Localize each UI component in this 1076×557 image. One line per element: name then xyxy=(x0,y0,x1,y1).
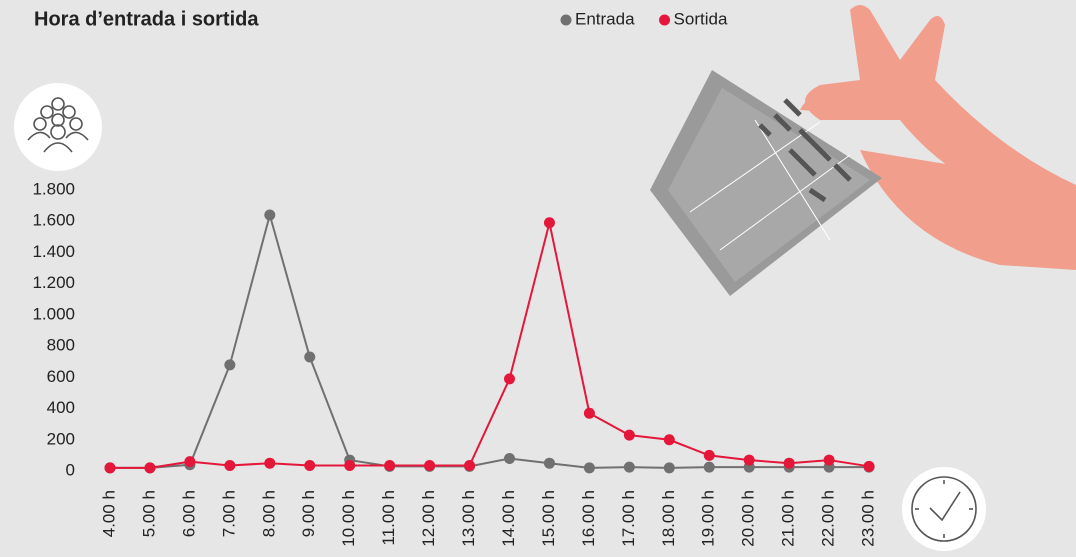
legend-marker xyxy=(659,14,671,26)
hand-illustration xyxy=(650,5,1076,296)
x-tick-label: 10.00 h xyxy=(339,490,358,547)
line-series xyxy=(110,211,870,469)
y-tick-label: 0 xyxy=(66,460,75,479)
x-tick-label: 18.00 h xyxy=(659,490,678,547)
data-point xyxy=(543,457,555,469)
data-point xyxy=(464,460,476,472)
x-tick-label: 6.00 h xyxy=(179,490,198,537)
x-tick-label: 16.00 h xyxy=(579,490,598,547)
y-tick-label: 1.800 xyxy=(32,179,75,198)
x-tick-label: 15.00 h xyxy=(539,490,558,547)
x-tick-label: 9.00 h xyxy=(299,490,318,537)
y-tick-label: 1.200 xyxy=(32,273,75,292)
data-point xyxy=(663,434,675,446)
data-point xyxy=(264,209,276,221)
x-tick-label: 17.00 h xyxy=(619,490,638,547)
data-point xyxy=(583,407,595,419)
data-point xyxy=(623,429,635,441)
data-point xyxy=(504,373,515,385)
y-tick-label: 1.400 xyxy=(32,242,75,261)
data-point xyxy=(304,460,316,472)
data-point xyxy=(623,461,635,473)
legend-label: Entrada xyxy=(575,9,635,28)
x-tick-label: 19.00 h xyxy=(699,490,718,547)
data-point xyxy=(863,460,875,472)
data-point xyxy=(264,457,276,469)
y-tick-label: 1.600 xyxy=(32,211,75,230)
data-point xyxy=(743,454,755,466)
x-tick-label: 14.00 h xyxy=(499,490,518,547)
chart-title: Hora d’entrada i sortida xyxy=(34,8,259,30)
data-point xyxy=(144,462,156,474)
y-tick-label: 200 xyxy=(47,429,75,448)
data-point xyxy=(703,461,715,473)
data-point xyxy=(104,462,116,474)
x-tick-label: 8.00 h xyxy=(259,490,278,537)
y-tick-label: 800 xyxy=(47,336,75,355)
line-series xyxy=(110,222,870,469)
x-tick-label: 7.00 h xyxy=(219,490,238,537)
data-point xyxy=(424,460,436,472)
x-tick-label: 12.00 h xyxy=(419,490,438,547)
y-tick-label: 600 xyxy=(47,367,75,386)
x-tick-label: 23.00 h xyxy=(859,490,878,547)
data-point xyxy=(663,462,675,474)
legend-marker xyxy=(560,14,572,26)
data-point xyxy=(783,457,795,469)
data-point xyxy=(184,456,196,468)
x-tick-label: 11.00 h xyxy=(379,490,398,545)
x-tick-label: 13.00 h xyxy=(459,490,478,547)
data-point xyxy=(384,460,396,472)
x-tick-label: 5.00 h xyxy=(139,490,158,537)
data-point xyxy=(344,460,356,472)
data-point xyxy=(304,351,316,363)
x-tick-label: 4.00 h xyxy=(99,490,118,537)
legend-label: Sortida xyxy=(674,9,728,28)
data-point xyxy=(543,217,555,229)
clock-icon xyxy=(902,467,986,551)
x-tick-label: 21.00 h xyxy=(779,490,798,547)
data-point xyxy=(224,359,236,371)
data-point xyxy=(504,453,515,465)
y-tick-label: 1.000 xyxy=(32,304,75,323)
data-point xyxy=(703,449,715,461)
people-icon xyxy=(14,83,102,171)
data-point xyxy=(583,462,595,474)
data-point xyxy=(224,460,236,472)
x-tick-label: 22.00 h xyxy=(819,490,838,547)
data-point xyxy=(823,454,835,466)
x-tick-label: 20.00 h xyxy=(739,490,758,547)
y-tick-label: 400 xyxy=(47,398,75,417)
